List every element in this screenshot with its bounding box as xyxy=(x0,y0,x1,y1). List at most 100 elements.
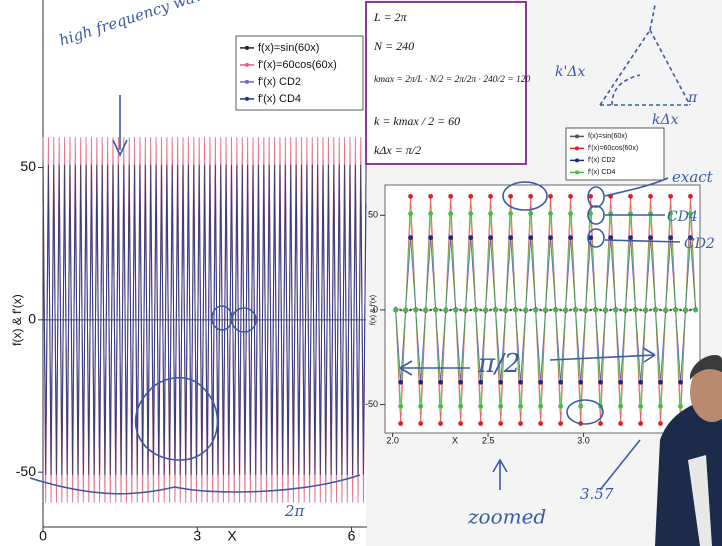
data-point xyxy=(658,404,663,409)
data-point xyxy=(568,211,573,216)
data-point xyxy=(418,421,423,426)
data-point xyxy=(548,211,553,216)
legend-marker xyxy=(575,158,579,162)
data-point xyxy=(478,380,483,385)
data-point xyxy=(428,235,433,240)
annotation: π/2 xyxy=(477,349,520,379)
data-point xyxy=(648,235,653,240)
data-point xyxy=(513,308,518,313)
equation: kmax = 2π/L · N/2 = 2π/2π · 240/2 = 120 xyxy=(374,75,531,85)
data-point xyxy=(448,211,453,216)
data-point xyxy=(508,235,513,240)
data-point xyxy=(458,404,463,409)
data-point xyxy=(589,309,592,312)
data-point xyxy=(693,308,698,313)
y-tick-label: -50 xyxy=(365,399,378,409)
data-point xyxy=(609,309,612,312)
equation: k = kmax / 2 = 60 xyxy=(374,114,460,128)
data-point xyxy=(479,309,482,312)
data-point xyxy=(628,194,633,199)
data-point xyxy=(498,380,503,385)
x-tick-label: 2.5 xyxy=(482,435,495,445)
data-point xyxy=(478,421,483,426)
data-point xyxy=(638,421,643,426)
data-point xyxy=(448,194,453,199)
annotation: 3.57 xyxy=(580,485,614,503)
data-point xyxy=(668,194,673,199)
data-point xyxy=(518,380,523,385)
data-point xyxy=(578,404,583,409)
x-tick-label: 0 xyxy=(39,528,47,544)
x-axis-label: X xyxy=(227,528,237,544)
data-point xyxy=(498,421,503,426)
data-point xyxy=(469,309,472,312)
data-point xyxy=(563,308,568,313)
equation: L = 2π xyxy=(373,10,408,24)
data-point xyxy=(458,421,463,426)
data-point xyxy=(618,380,623,385)
legend-marker xyxy=(245,63,249,67)
data-point xyxy=(508,194,513,199)
data-point xyxy=(418,404,423,409)
data-point xyxy=(493,308,498,313)
annotation: kΔx xyxy=(652,112,679,128)
data-point xyxy=(633,308,638,313)
data-point xyxy=(593,308,598,313)
data-point xyxy=(653,308,658,313)
data-point xyxy=(498,404,503,409)
data-point xyxy=(399,309,402,312)
annotation: CD4 xyxy=(667,209,698,225)
data-point xyxy=(618,421,623,426)
data-point xyxy=(573,308,578,313)
data-point xyxy=(603,308,608,313)
data-point xyxy=(398,421,403,426)
x-axis-label: X xyxy=(452,435,458,445)
data-point xyxy=(428,194,433,199)
data-point xyxy=(528,235,533,240)
legend-label: f'(x) CD4 xyxy=(258,93,301,105)
data-point xyxy=(639,309,642,312)
data-point xyxy=(433,308,438,313)
data-point xyxy=(578,380,583,385)
data-point xyxy=(449,309,452,312)
data-point xyxy=(519,309,522,312)
y-tick-label: 0 xyxy=(28,311,36,327)
data-point xyxy=(408,211,413,216)
data-point xyxy=(413,308,418,313)
data-point xyxy=(458,380,463,385)
legend-label: f'(x)=60cos(60x) xyxy=(258,59,337,71)
data-point xyxy=(408,194,413,199)
data-point xyxy=(619,309,622,312)
data-point xyxy=(548,235,553,240)
legend-label: f'(x) CD2 xyxy=(588,157,615,164)
data-point xyxy=(468,235,473,240)
data-point xyxy=(408,235,413,240)
y-tick-label: -50 xyxy=(16,463,36,479)
data-point xyxy=(483,308,488,313)
legend-marker xyxy=(575,146,579,150)
data-point xyxy=(529,309,532,312)
data-point xyxy=(539,309,542,312)
data-point xyxy=(533,308,538,313)
annotation: zoomed xyxy=(467,505,546,529)
data-point xyxy=(579,309,582,312)
data-point xyxy=(559,309,562,312)
data-point xyxy=(538,404,543,409)
data-point xyxy=(488,211,493,216)
x-tick-label: 6 xyxy=(348,528,356,544)
y-axis-label: f(x) & f'(x) xyxy=(10,294,24,346)
data-point xyxy=(489,309,492,312)
data-point xyxy=(683,308,688,313)
data-point xyxy=(628,235,633,240)
data-point xyxy=(473,308,478,313)
x-tick-label: 3.0 xyxy=(577,435,590,445)
y-axis-label: f(x) & f'(x) xyxy=(370,295,377,325)
data-point xyxy=(438,380,443,385)
data-point xyxy=(423,308,428,313)
data-point xyxy=(508,211,513,216)
data-point xyxy=(428,211,433,216)
data-point xyxy=(429,309,432,312)
data-point xyxy=(658,421,663,426)
data-point xyxy=(679,309,682,312)
legend-label: f(x)=sin(60x) xyxy=(258,42,319,54)
